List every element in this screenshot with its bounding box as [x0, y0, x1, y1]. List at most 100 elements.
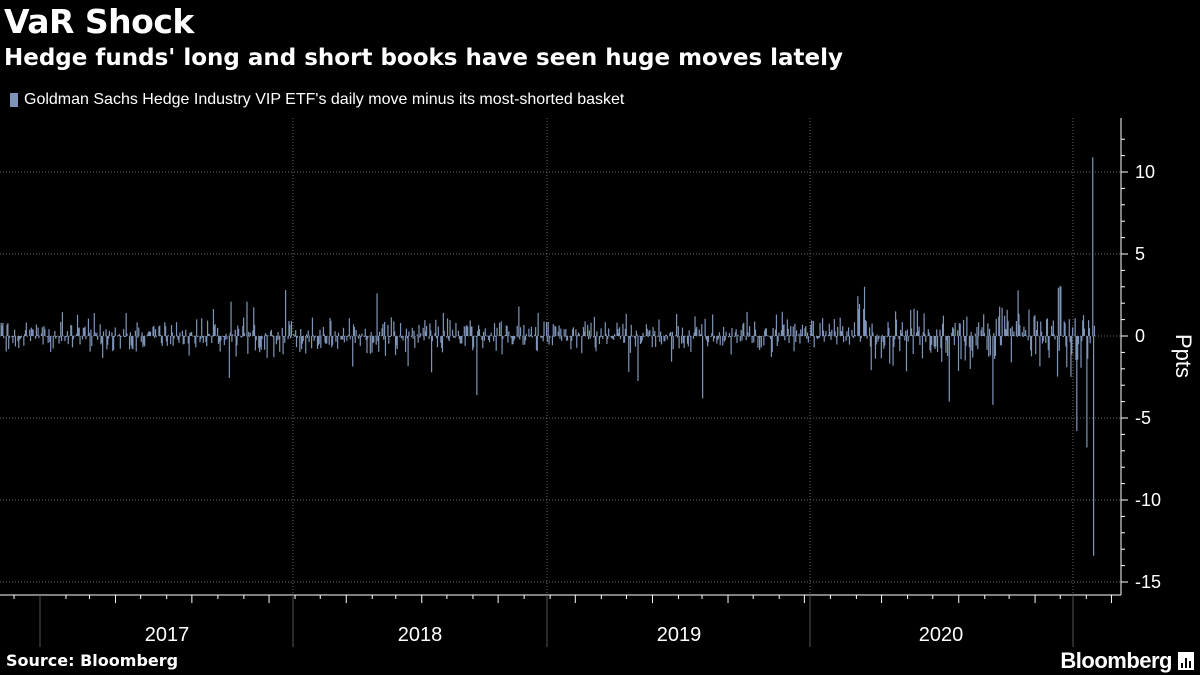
- bar: [634, 336, 636, 339]
- bar: [132, 336, 134, 350]
- bar: [952, 328, 955, 336]
- bar: [717, 336, 719, 340]
- bar: [170, 336, 172, 345]
- bar: [447, 336, 449, 340]
- bar: [933, 336, 935, 347]
- bar: [735, 329, 737, 336]
- bar: [941, 323, 944, 336]
- bar: [566, 336, 568, 341]
- bar: [467, 326, 469, 336]
- bar: [701, 324, 703, 336]
- bar: [874, 336, 877, 359]
- bar: [700, 333, 702, 336]
- bar: [929, 336, 931, 351]
- bar: [449, 320, 451, 336]
- bar: [535, 327, 537, 336]
- bar: [94, 332, 96, 336]
- bar: [153, 325, 155, 336]
- bar: [1000, 336, 1002, 346]
- bar: [928, 332, 930, 336]
- legend-swatch: [10, 93, 18, 107]
- bar: [939, 329, 941, 336]
- bar: [123, 336, 126, 337]
- bar: [1077, 336, 1079, 360]
- bar: [189, 332, 191, 336]
- bar: [137, 336, 139, 338]
- source-note: Source: Bloomberg: [6, 651, 179, 670]
- bar: [429, 323, 431, 336]
- bar: [743, 322, 745, 336]
- bar: [325, 336, 327, 344]
- bar: [512, 336, 514, 345]
- bar: [83, 327, 85, 336]
- bar: [347, 335, 349, 337]
- data-bars: [0, 157, 1096, 556]
- bar: [886, 336, 888, 338]
- bar: [93, 313, 95, 336]
- bar: [868, 327, 871, 336]
- bar: [48, 329, 50, 336]
- bar: [816, 336, 818, 338]
- bar: [643, 336, 645, 337]
- bar: [884, 336, 886, 346]
- bar: [629, 336, 631, 339]
- bar: [706, 336, 708, 341]
- bar: [841, 331, 843, 336]
- bar: [1040, 331, 1043, 336]
- bar: [1030, 336, 1033, 357]
- bar: [437, 326, 439, 336]
- bar: [352, 324, 355, 336]
- bar: [739, 336, 741, 342]
- bar: [518, 306, 520, 336]
- bar: [335, 336, 337, 342]
- bar: [971, 336, 973, 351]
- bar: [516, 325, 518, 336]
- bar: [652, 327, 654, 336]
- bar: [60, 336, 63, 342]
- bar: [501, 336, 503, 355]
- bar: [1028, 309, 1030, 336]
- bar: [514, 336, 516, 339]
- bar: [54, 330, 56, 336]
- bar: [349, 336, 351, 340]
- bar: [698, 329, 700, 336]
- bar: [271, 334, 273, 336]
- bar: [582, 335, 584, 337]
- bar: [313, 336, 315, 341]
- bar: [924, 333, 926, 336]
- bar: [712, 336, 715, 342]
- bar: [40, 333, 43, 336]
- bar: [375, 336, 377, 345]
- bar: [998, 316, 1000, 336]
- bar: [610, 336, 612, 338]
- bar: [731, 327, 733, 336]
- bar: [994, 336, 997, 356]
- bar: [810, 324, 812, 336]
- bar: [628, 336, 630, 372]
- bar: [782, 325, 784, 336]
- bar: [557, 331, 559, 336]
- bar: [387, 324, 389, 336]
- bar: [498, 322, 501, 336]
- bar: [306, 336, 309, 338]
- bar: [238, 328, 240, 336]
- bar: [728, 336, 730, 338]
- bar: [675, 335, 677, 337]
- bar: [948, 336, 950, 402]
- bar: [857, 296, 859, 336]
- bar: [404, 336, 407, 353]
- bar: [70, 325, 72, 336]
- bar: [786, 319, 788, 336]
- bar: [870, 336, 872, 371]
- bar: [986, 336, 988, 350]
- bar: [431, 336, 434, 342]
- bar: [831, 329, 833, 336]
- bar: [171, 332, 173, 336]
- bar: [899, 336, 901, 352]
- bar: [52, 336, 54, 349]
- bar: [228, 336, 230, 378]
- bar: [952, 327, 954, 336]
- bar: [622, 323, 624, 336]
- bar: [722, 336, 724, 346]
- bar: [1022, 336, 1024, 337]
